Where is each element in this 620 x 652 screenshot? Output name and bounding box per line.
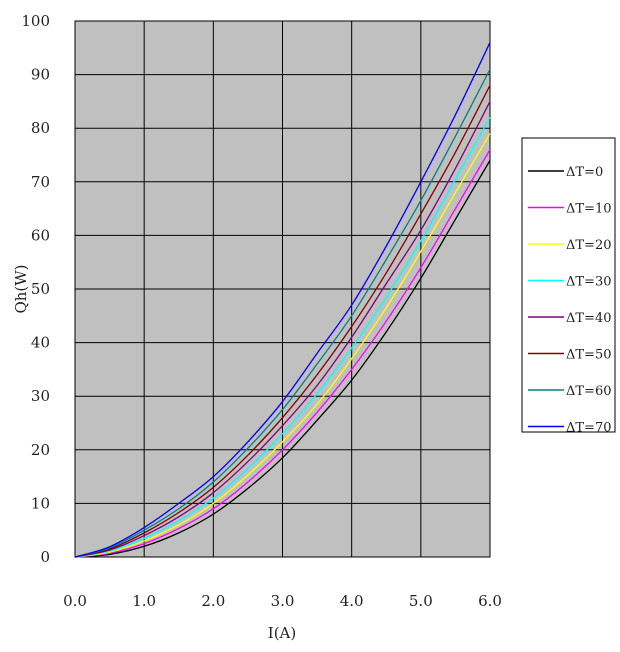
legend-label: ΔT=10 — [566, 202, 612, 217]
legend-label: ΔT=60 — [566, 384, 612, 399]
x-tick-label: 6.0 — [478, 592, 502, 610]
x-tick-label: 5.0 — [409, 592, 433, 610]
series-line-4 — [74, 101, 491, 558]
y-tick-label: 40 — [31, 334, 50, 352]
y-tick-label: 0 — [40, 548, 50, 566]
legend-label: ΔT=0 — [566, 165, 603, 180]
plot-border — [74, 20, 491, 558]
y-tick-label: 20 — [31, 441, 50, 459]
legend-label: ΔT=50 — [566, 348, 612, 363]
legend-label: ΔT=20 — [566, 238, 612, 253]
y-tick-label: 100 — [21, 12, 50, 30]
series-line-5 — [74, 85, 491, 558]
series-line-3 — [74, 117, 491, 558]
legend-label: ΔT=40 — [566, 311, 612, 326]
y-tick-label: 90 — [31, 66, 50, 84]
legend-box — [521, 137, 616, 433]
series-line-6 — [74, 68, 491, 558]
y-axis-title: Qh(W) — [12, 264, 30, 313]
x-tick-label: 0.0 — [63, 592, 87, 610]
series-layer — [74, 42, 491, 558]
legend: ΔT=0 ΔT=10 ΔT=20 ΔT=30 ΔT=40 ΔT=50 ΔT=60 ΔT=70 — [521, 137, 616, 436]
x-axis-title: I(A) — [268, 624, 296, 642]
legend-label: ΔT=30 — [566, 275, 612, 290]
series-line-1 — [74, 149, 491, 558]
y-tick-label: 30 — [31, 387, 50, 405]
tick-labels: 0.0 1.0 2.0 3.0 4.0 5.0 6.0 0 10 20 30 40 50 60 70 80 90… — [21, 12, 502, 610]
x-tick-label: 3.0 — [271, 592, 295, 610]
y-tick-label: 80 — [31, 119, 50, 137]
series-line-2 — [74, 133, 491, 558]
y-tick-label: 60 — [31, 226, 50, 244]
series-line-0 — [74, 160, 491, 558]
y-tick-label: 10 — [31, 494, 50, 512]
y-tick-label: 50 — [31, 280, 50, 298]
x-tick-label: 1.0 — [132, 592, 156, 610]
y-tick-label: 70 — [31, 173, 50, 191]
x-tick-label: 4.0 — [340, 592, 364, 610]
series-line-7 — [74, 42, 491, 558]
x-tick-label: 2.0 — [201, 592, 225, 610]
legend-label: ΔT=70 — [566, 421, 612, 436]
